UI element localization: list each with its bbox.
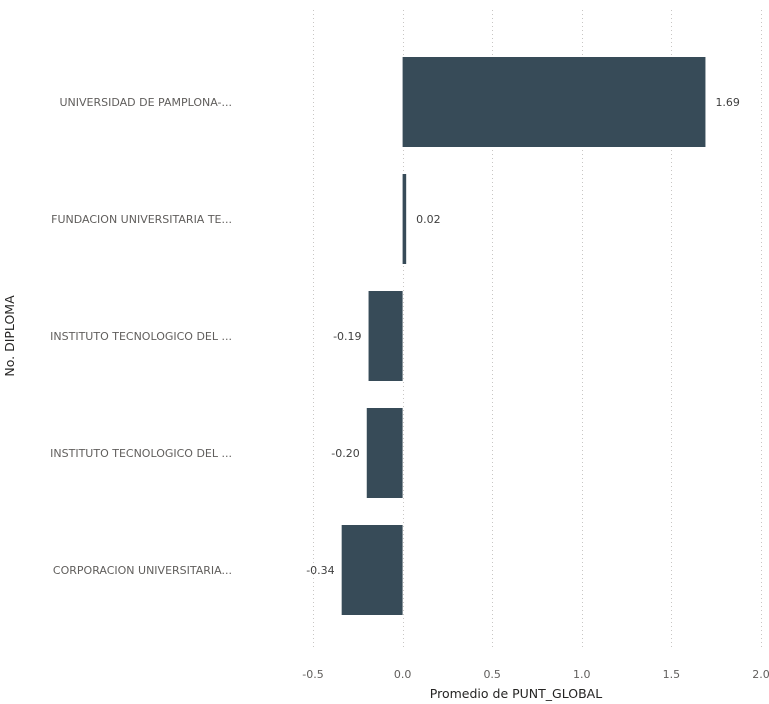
x-tick-label: 0.5 <box>483 668 501 681</box>
x-tick-label: 1.5 <box>663 668 681 681</box>
data-label: -0.34 <box>306 564 334 577</box>
category-label: CORPORACION UNIVERSITARIA... <box>53 564 232 577</box>
category-label: INSTITUTO TECNOLOGICO DEL ... <box>50 447 232 460</box>
x-tick-labels: -0.5 0.0 0.5 1.0 1.5 2.0 <box>302 668 769 681</box>
data-label: 0.02 <box>416 213 441 226</box>
gridlines <box>313 10 762 650</box>
x-tick-label: 2.0 <box>752 668 769 681</box>
data-labels: 1.69 0.02 -0.19 -0.20 -0.34 <box>306 96 740 577</box>
category-labels: UNIVERSIDAD DE PAMPLONA-... FUNDACION UNI… <box>50 96 232 577</box>
bar <box>368 291 403 381</box>
bar <box>402 174 407 264</box>
x-tick-label: 1.0 <box>573 668 591 681</box>
x-axis-title: Promedio de PUNT_GLOBAL <box>430 686 602 701</box>
bars <box>341 57 706 615</box>
x-tick-label: -0.5 <box>302 668 323 681</box>
data-label: -0.19 <box>333 330 361 343</box>
category-label: UNIVERSIDAD DE PAMPLONA-... <box>60 96 233 109</box>
y-axis-title: No. DIPLOMA <box>2 295 17 377</box>
bar <box>366 408 403 498</box>
x-tick-label: 0.0 <box>394 668 412 681</box>
data-label: 1.69 <box>715 96 740 109</box>
category-label: INSTITUTO TECNOLOGICO DEL ... <box>50 330 232 343</box>
bar <box>341 525 403 615</box>
data-label: -0.20 <box>331 447 359 460</box>
category-label: FUNDACION UNIVERSITARIA TE... <box>51 213 232 226</box>
bar <box>402 57 706 147</box>
